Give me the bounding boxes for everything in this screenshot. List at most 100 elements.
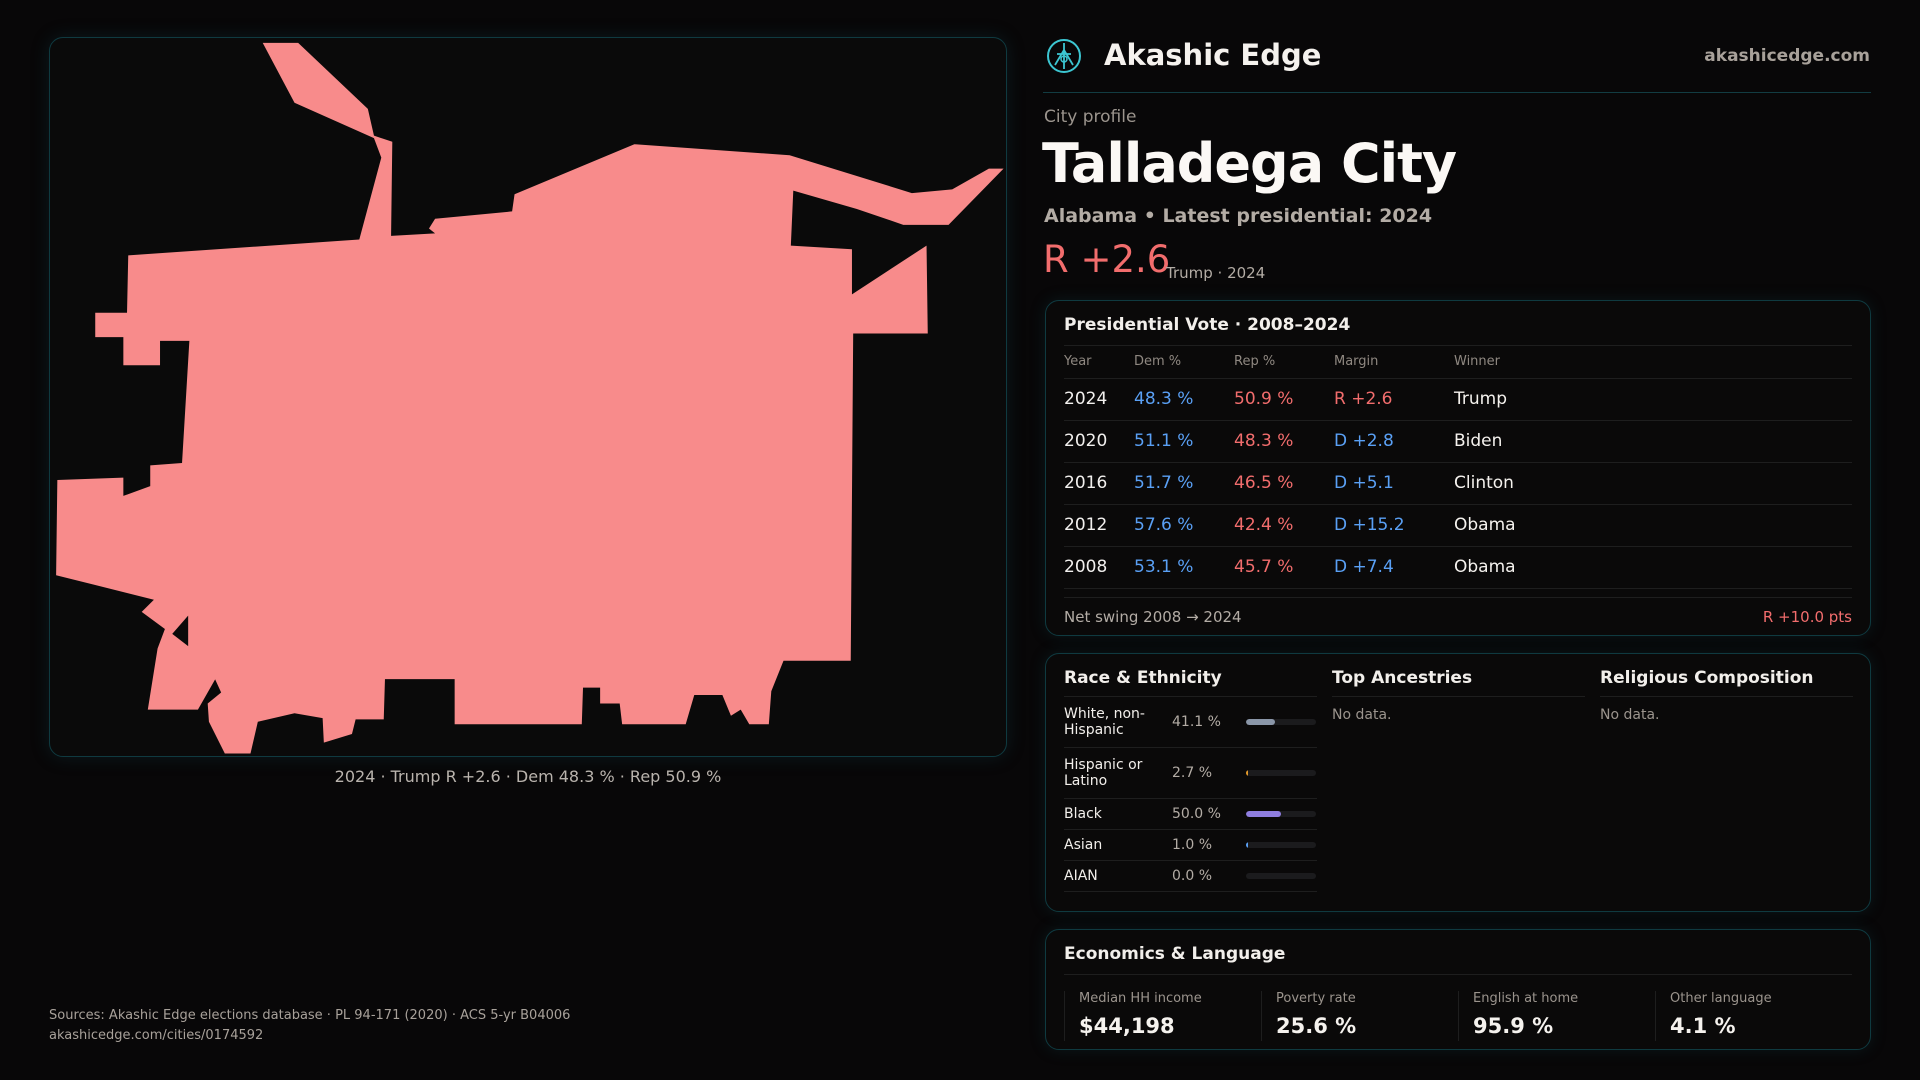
race-bar [1246, 719, 1316, 725]
page-url[interactable]: akashicedge.com/cities/0174592 [49, 1028, 264, 1043]
sources-text: Sources: Akashic Edge elections database… [49, 1008, 571, 1023]
race-row: Black 50.0 % [1064, 799, 1317, 830]
ancestries-section: Top Ancestries No data. [1332, 668, 1585, 723]
race-label: Black [1064, 806, 1102, 822]
vote-table: Year Dem % Rep % Margin Winner 2024 48.3 … [1064, 346, 1852, 589]
cell-year: 2020 [1064, 420, 1134, 463]
akashic-logo-icon [1047, 39, 1081, 73]
stat-label: English at home [1473, 991, 1579, 1006]
presidential-vote-panel: Presidential Vote · 2008–2024 Year Dem %… [1045, 300, 1871, 636]
empty-state: No data. [1332, 707, 1392, 723]
col-year: Year [1064, 346, 1134, 379]
cell-rep: 50.9 % [1234, 378, 1334, 421]
cell-dem: 57.6 % [1134, 504, 1234, 547]
city-boundary-map[interactable] [49, 37, 1007, 757]
stat-card: Median HH income $44,198 [1064, 991, 1261, 1041]
stat-card: Other language 4.1 % [1655, 991, 1852, 1041]
cell-margin: R +2.6 [1334, 378, 1454, 421]
cell-margin: D +7.4 [1334, 546, 1454, 589]
stat-value: 4.1 % [1670, 1014, 1736, 1038]
col-dem: Dem % [1134, 346, 1234, 379]
race-bar [1246, 873, 1316, 879]
race-pct: 41.1 % [1172, 714, 1221, 730]
cell-rep: 42.4 % [1234, 504, 1334, 547]
vote-row: 2012 57.6 % 42.4 % D +15.2 Obama [1064, 504, 1852, 547]
cell-rep: 45.7 % [1234, 546, 1334, 589]
cell-year: 2008 [1064, 546, 1134, 589]
race-label: White, non-Hispanic [1064, 706, 1145, 738]
race-ethnicity-section: Race & Ethnicity White, non-Hispanic 41.1… [1064, 668, 1317, 892]
cell-margin: D +15.2 [1334, 504, 1454, 547]
cell-winner: Obama [1454, 546, 1852, 589]
cell-year: 2012 [1064, 504, 1134, 547]
stat-label: Median HH income [1079, 991, 1202, 1006]
brand-name: Akashic Edge [1104, 38, 1322, 72]
vote-row: 2016 51.7 % 46.5 % D +5.1 Clinton [1064, 462, 1852, 505]
section-title: Race & Ethnicity [1064, 668, 1317, 697]
net-swing-label: Net swing 2008 → 2024 [1064, 607, 1242, 626]
stat-card: Poverty rate 25.6 % [1261, 991, 1458, 1041]
race-bar [1246, 811, 1316, 817]
race-label: Asian [1064, 837, 1103, 853]
stat-label: Other language [1670, 991, 1772, 1006]
col-rep: Rep % [1234, 346, 1334, 379]
vote-row: 2020 51.1 % 48.3 % D +2.8 Biden [1064, 420, 1852, 463]
panel-title: Presidential Vote · 2008–2024 [1064, 315, 1852, 346]
race-bar-fill [1246, 719, 1275, 725]
vote-row: 2008 53.1 % 45.7 % D +7.4 Obama [1064, 546, 1852, 589]
map-caption: 2024 · Trump R +2.6 · Dem 48.3 % · Rep 5… [334, 767, 722, 786]
cell-dem: 51.1 % [1134, 420, 1234, 463]
race-pct: 1.0 % [1172, 837, 1213, 853]
race-bar-fill [1246, 842, 1249, 848]
stat-value: $44,198 [1079, 1014, 1175, 1038]
latest-margin-detail: Trump · 2024 [1166, 264, 1266, 282]
race-label: AIAN [1064, 868, 1098, 884]
page-kicker: City profile [1044, 107, 1137, 127]
cell-margin: D +5.1 [1334, 462, 1454, 505]
section-title: Top Ancestries [1332, 668, 1585, 697]
cell-winner: Biden [1454, 420, 1852, 463]
cell-rep: 48.3 % [1234, 420, 1334, 463]
cell-margin: D +2.8 [1334, 420, 1454, 463]
header-divider [1043, 92, 1871, 93]
race-bar [1246, 770, 1316, 776]
race-label: Hispanic or Latino [1064, 757, 1143, 789]
cell-winner: Trump [1454, 378, 1852, 421]
cell-dem: 51.7 % [1134, 462, 1234, 505]
race-row: AIAN 0.0 % [1064, 861, 1317, 892]
cell-dem: 53.1 % [1134, 546, 1234, 589]
latest-margin: R +2.6 [1043, 238, 1171, 281]
race-bar-fill [1246, 811, 1281, 817]
footer-sources: Sources: Akashic Edge elections database… [49, 1006, 1007, 1046]
page-subtitle: Alabama • Latest presidential: 2024 [1044, 205, 1433, 227]
stat-card: English at home 95.9 % [1458, 991, 1655, 1041]
net-swing-value: R +10.0 pts [1762, 607, 1852, 626]
race-bar-fill [1246, 770, 1249, 776]
race-pct: 50.0 % [1172, 806, 1221, 822]
stat-value: 25.6 % [1276, 1014, 1357, 1038]
city-boundary-shape[interactable] [56, 42, 1004, 754]
race-row: Asian 1.0 % [1064, 830, 1317, 861]
race-pct: 0.0 % [1172, 868, 1213, 884]
race-bar [1246, 842, 1316, 848]
page-title: Talladega City [1042, 132, 1457, 195]
demographics-panel: Race & Ethnicity White, non-Hispanic 41.1… [1045, 653, 1871, 912]
race-row: Hispanic or Latino 2.7 % [1064, 748, 1317, 799]
col-winner: Winner [1454, 346, 1852, 379]
map-hole [172, 615, 189, 647]
cell-rep: 46.5 % [1234, 462, 1334, 505]
section-title: Religious Composition [1600, 668, 1853, 697]
vote-row: 2024 48.3 % 50.9 % R +2.6 Trump [1064, 378, 1852, 421]
cell-winner: Clinton [1454, 462, 1852, 505]
cell-year: 2024 [1064, 378, 1134, 421]
col-margin: Margin [1334, 346, 1454, 379]
stat-label: Poverty rate [1276, 991, 1356, 1006]
religion-section: Religious Composition No data. [1600, 668, 1853, 723]
panel-title: Economics & Language [1064, 944, 1852, 975]
race-row: White, non-Hispanic 41.1 % [1064, 697, 1317, 748]
site-link[interactable]: akashicedge.com [1704, 46, 1870, 66]
economics-panel: Economics & Language Median HH income $44… [1045, 929, 1871, 1050]
race-pct: 2.7 % [1172, 765, 1213, 781]
net-swing: Net swing 2008 → 2024 R +10.0 pts [1064, 596, 1852, 626]
cell-dem: 48.3 % [1134, 378, 1234, 421]
